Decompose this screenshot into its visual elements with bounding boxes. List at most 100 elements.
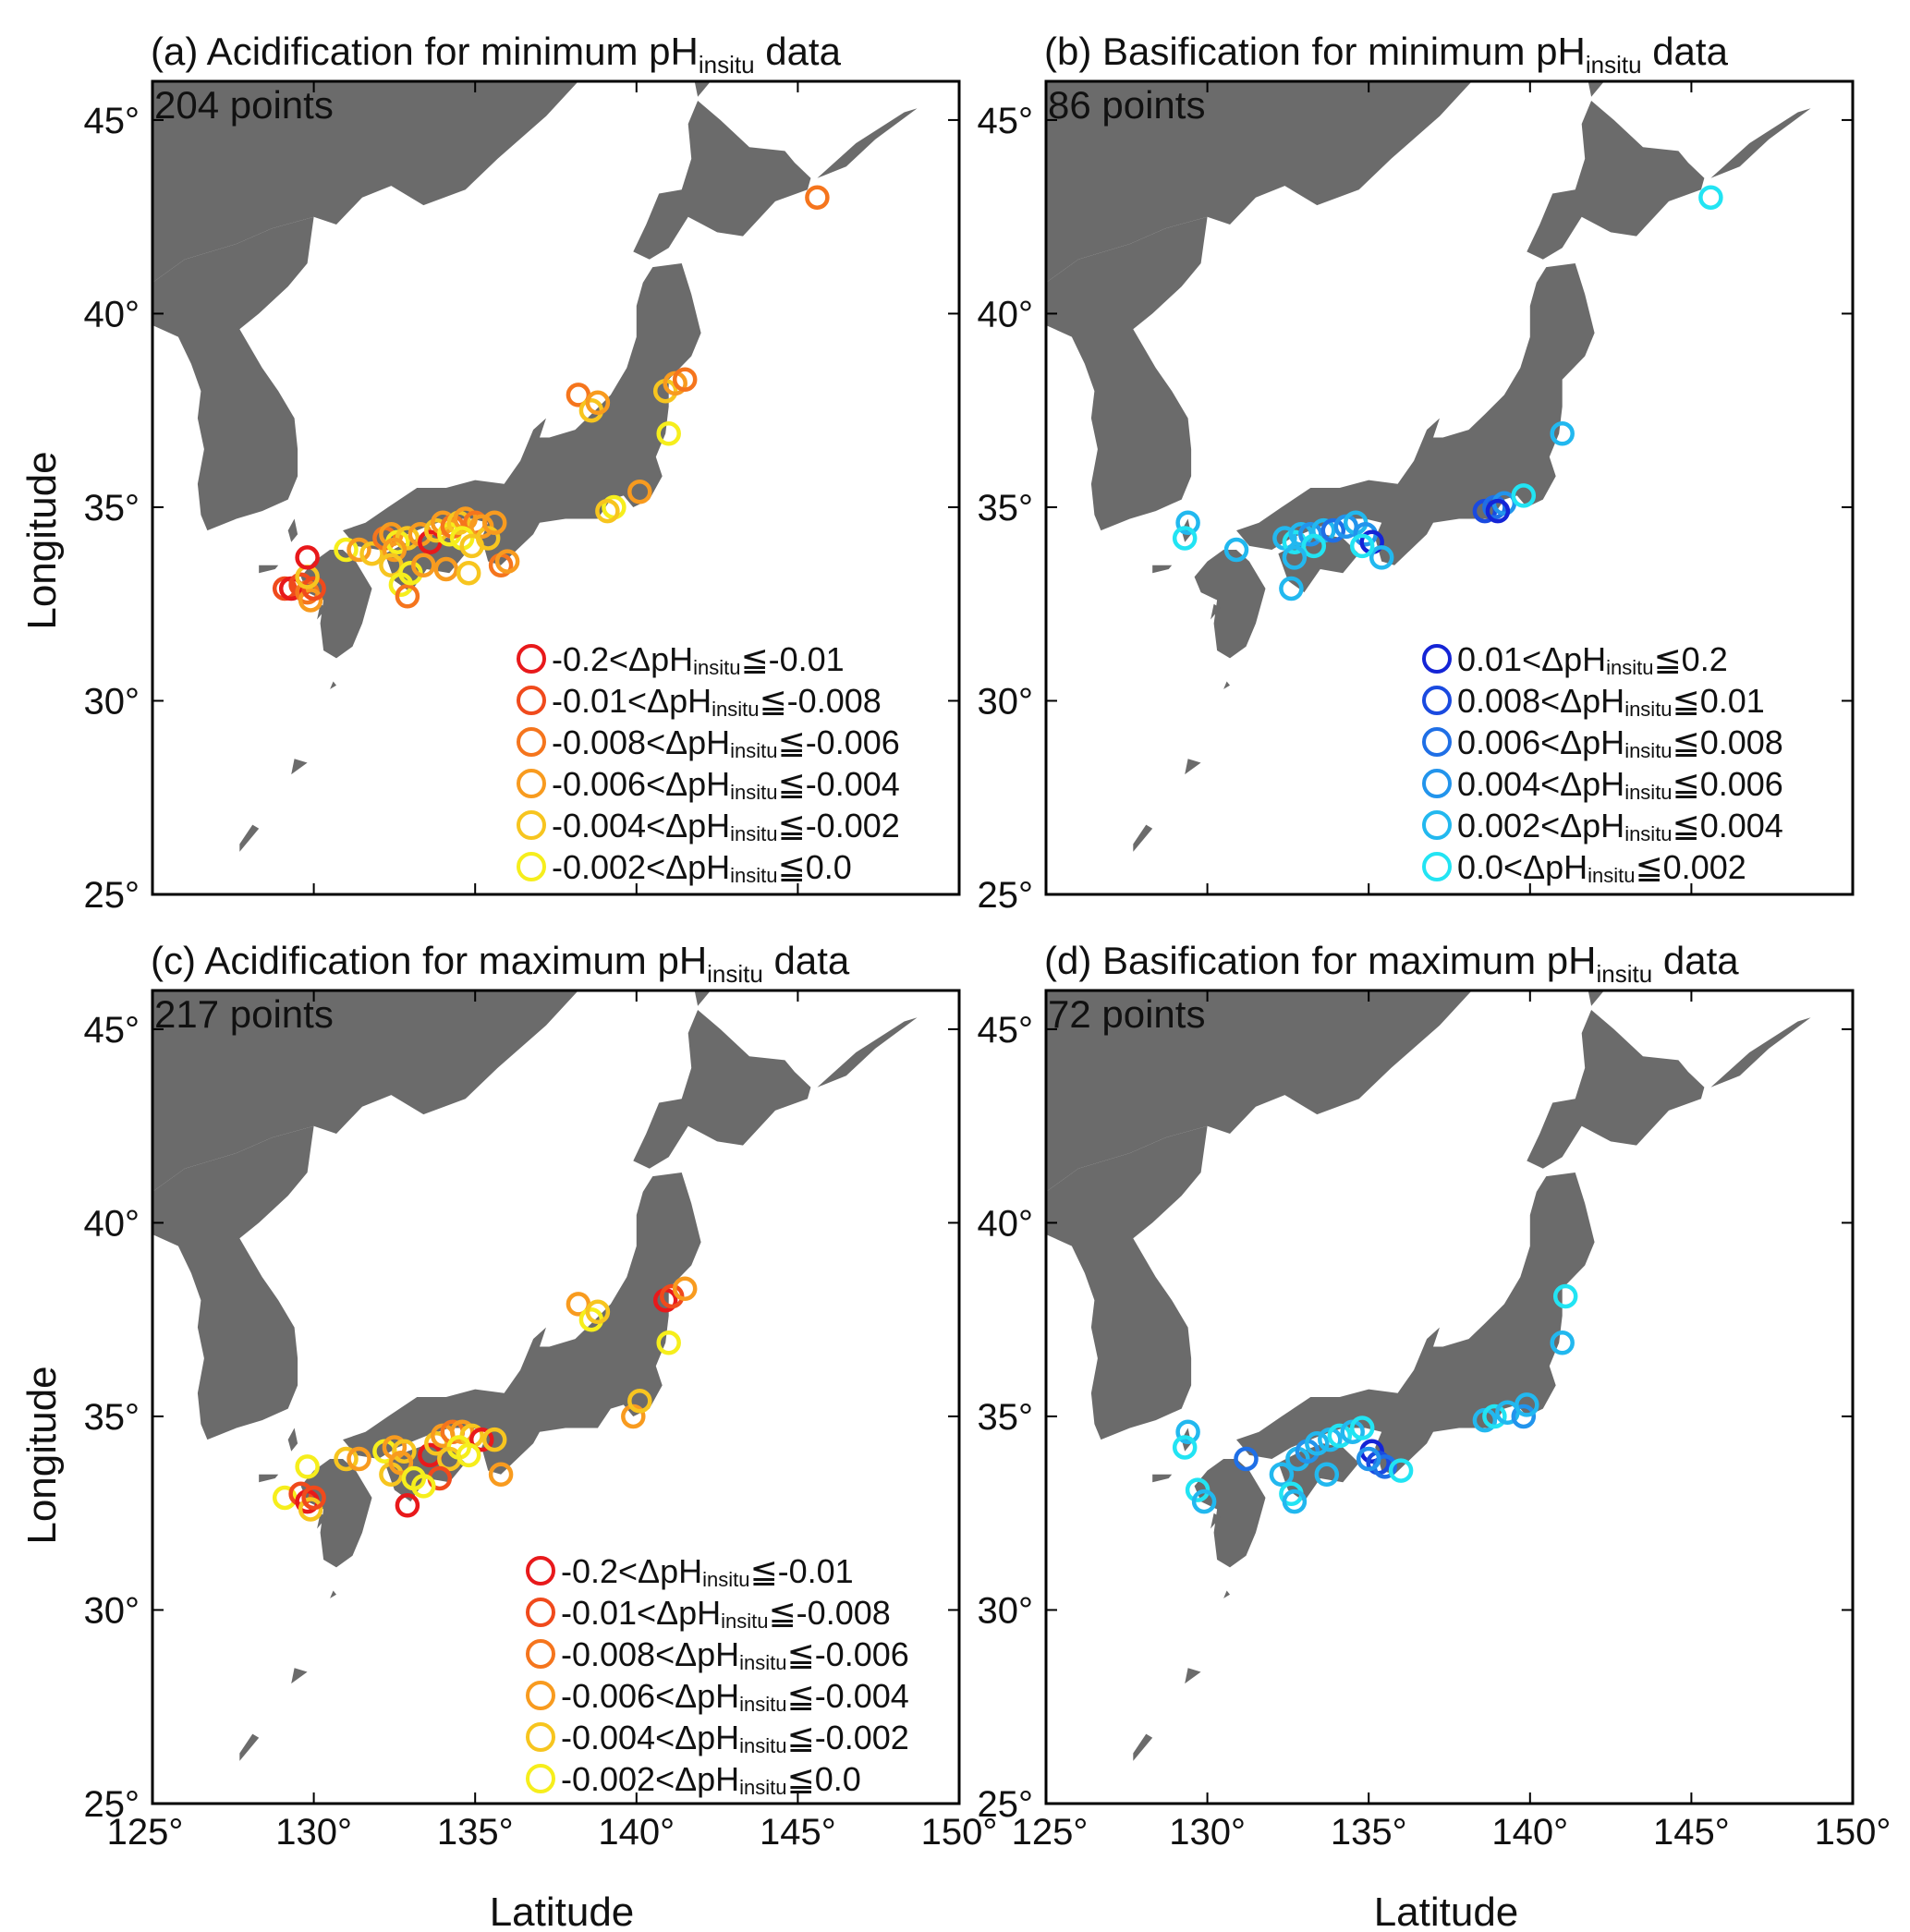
legend-label: -0.002<ΔpHinsitu≦0.0 [552,848,852,887]
data-point [1269,1462,1295,1488]
data-point [672,367,698,392]
legend-item: -0.002<ΔpHinsitu≦0.0 [526,1760,861,1799]
data-point [656,1331,681,1355]
data-point [1279,576,1304,601]
y-tick-label: 45° [84,101,140,141]
land-shape [1527,101,1705,260]
land-shape [300,1459,372,1568]
panel-title: (b) Basification for minimum pHinsitu da… [1044,30,1729,79]
data-point [672,1276,698,1301]
x-tick-label: 150° [1815,1812,1892,1853]
land-shape [259,1474,279,1483]
data-point [347,1446,371,1472]
point-count-label: 217 points [154,992,334,1036]
legend-item: 0.004<ΔpHinsitu≦0.006 [1422,765,1783,804]
legend-swatch [517,810,546,840]
data-point [627,1388,652,1414]
panel-title-suffix: data [763,939,850,982]
panel-title: (c) Acidification for maximum pHinsitu d… [151,939,850,988]
y-tick-labels: 25° 30° 35° 40° 45° [84,101,140,916]
y-tick-label: 35° [84,488,140,529]
legend-label: 0.0<ΔpHinsitu≦0.002 [1457,848,1746,887]
legend: -0.2<ΔpHinsitu≦-0.01-0.01<ΔpHinsitu≦-0.0… [517,640,900,887]
land-shape [1588,990,1605,1006]
legend-swatch [526,1556,555,1586]
land-shape [1046,990,1472,1192]
x-tick-label: 145° [1653,1812,1730,1853]
land-shape [1588,81,1605,97]
legend-swatch [517,769,546,798]
data-point [1349,1416,1375,1440]
legend-item: 0.01<ΔpHinsitu≦0.2 [1422,640,1728,679]
land-shape [1046,1125,1208,1440]
y-tick-label: 40° [978,1203,1034,1244]
legend-swatch [517,686,546,715]
legend-label: 0.01<ΔpHinsitu≦0.2 [1457,640,1728,679]
data-point [295,1454,320,1479]
data-point [1298,522,1323,547]
data-points [1172,1283,1578,1514]
land-shape [239,1733,260,1761]
data-point [347,537,371,563]
map-frame [1044,989,1855,1805]
land-shape [1185,1668,1201,1684]
legend-swatch [1422,769,1452,798]
y-tick-label: 45° [978,101,1034,141]
x-tick-label: 135° [437,1812,514,1853]
legend-item: -0.2<ΔpHinsitu≦-0.01 [526,1552,854,1591]
legend-item: 0.006<ΔpHinsitu≦0.008 [1422,723,1783,762]
data-point [627,479,652,504]
y-axis-title-bottom: Longitude [19,1366,65,1544]
y-tick-label: 45° [978,1010,1034,1051]
data-point [298,1497,323,1522]
data-points [272,1276,698,1522]
y-tick-label: 40° [978,294,1034,334]
data-point [494,549,520,574]
x-tick-label: 130° [1169,1812,1246,1853]
data-point [1511,1403,1537,1429]
data-point [585,390,611,416]
tick-marks [152,990,960,1804]
x-tick-label: 130° [275,1812,352,1853]
y-tick-label: 40° [84,1203,140,1244]
land-shape [343,1173,701,1475]
map-frame [151,79,961,896]
land-shape [259,565,279,574]
data-point [456,560,481,586]
legend-swatch [526,1598,555,1627]
data-point [411,553,436,578]
legend-swatch [517,852,546,881]
data-point [1282,1488,1308,1514]
y-tick-labels: 25° 30° 35° 40° 45° [84,1010,140,1825]
y-tick-label: 35° [978,1397,1034,1438]
panel-title-prefix: (c) Acidification for maximum pH [151,939,707,982]
data-point [1191,1488,1217,1514]
data-point [1314,1462,1340,1488]
land-shape [152,216,314,531]
land-shape [633,1010,811,1169]
legend-item: 0.002<ΔpHinsitu≦0.004 [1422,807,1783,845]
map-frame [1044,79,1855,896]
data-point [585,1299,611,1325]
data-point [1327,1423,1353,1449]
panels: (a) Acidification for minimum pHinsitu d… [84,30,1892,1853]
land-shape [1210,1513,1221,1529]
data-point [456,1442,481,1468]
land-shape [1236,263,1595,565]
land-shape [1194,550,1266,659]
data-point [1388,1458,1414,1483]
land-shape [1046,81,1472,283]
land-shape [1210,603,1221,620]
data-point [295,545,320,570]
data-point [382,537,408,563]
legend-item: -0.01<ΔpHinsitu≦-0.008 [526,1594,891,1633]
legend-label: -0.2<ΔpHinsitu≦-0.01 [552,640,845,679]
legend-label: -0.004<ΔpHinsitu≦-0.002 [561,1719,909,1757]
map-panel-c: (c) Acidification for maximum pHinsitu d… [84,939,998,1853]
land-shape [1710,1017,1811,1088]
panel-title-prefix: (a) Acidification for minimum pH [151,30,699,73]
map-panel-d: (d) Basification for maximum pHinsitu da… [978,939,1892,1853]
y-tick-label: 45° [84,1010,140,1051]
data-point [1515,1392,1539,1417]
